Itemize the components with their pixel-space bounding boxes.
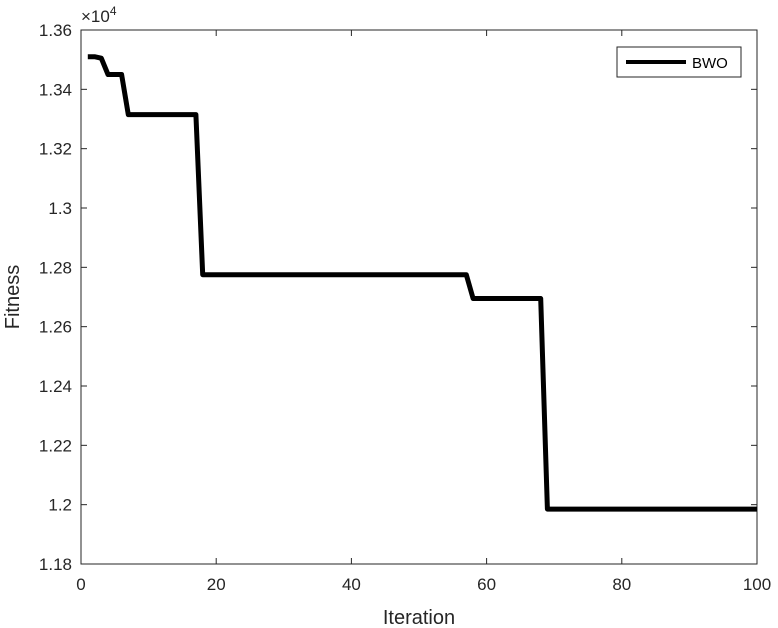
y-tick-label: 1.22 xyxy=(39,436,72,455)
y-tick-label: 1.2 xyxy=(48,496,72,515)
y-tick-label: 1.26 xyxy=(39,318,72,337)
x-tick-label: 40 xyxy=(342,575,361,594)
x-tick-label: 60 xyxy=(477,575,496,594)
x-tick-label: 20 xyxy=(207,575,226,594)
y-tick-label: 1.28 xyxy=(39,258,72,277)
x-tick-label: 80 xyxy=(612,575,631,594)
y-tick-label: 1.18 xyxy=(39,555,72,574)
y-tick-label: 1.36 xyxy=(39,21,72,40)
x-tick-label: 100 xyxy=(743,575,771,594)
plot-area-frame xyxy=(80,29,758,565)
y-tick-label: 1.24 xyxy=(39,377,72,396)
y-axis-multiplier-exponent: 4 xyxy=(110,4,117,18)
x-axis-title: Iteration xyxy=(383,607,455,628)
legend-label-bwo: BWO xyxy=(692,55,728,72)
y-tick-label: 1.3 xyxy=(48,199,72,218)
y-tick-label: 1.34 xyxy=(39,80,72,99)
series-layer xyxy=(87,54,757,512)
x-axis-ticks: 0 20 40 60 80 100 xyxy=(76,30,771,594)
y-axis-multiplier-base: ×10 xyxy=(81,7,110,26)
series-line-bwo xyxy=(87,54,757,512)
y-axis-ticks: 1.18 1.2 1.22 1.24 1.26 1.28 1.3 1.32 1.34 1.36 xyxy=(39,21,757,574)
y-axis-title: Fitness xyxy=(2,265,24,329)
x-tick-label: 0 xyxy=(76,575,85,594)
y-tick-label: 1.32 xyxy=(39,140,72,159)
legend: BWO xyxy=(616,46,742,78)
y-axis-multiplier: ×104 xyxy=(81,4,117,26)
